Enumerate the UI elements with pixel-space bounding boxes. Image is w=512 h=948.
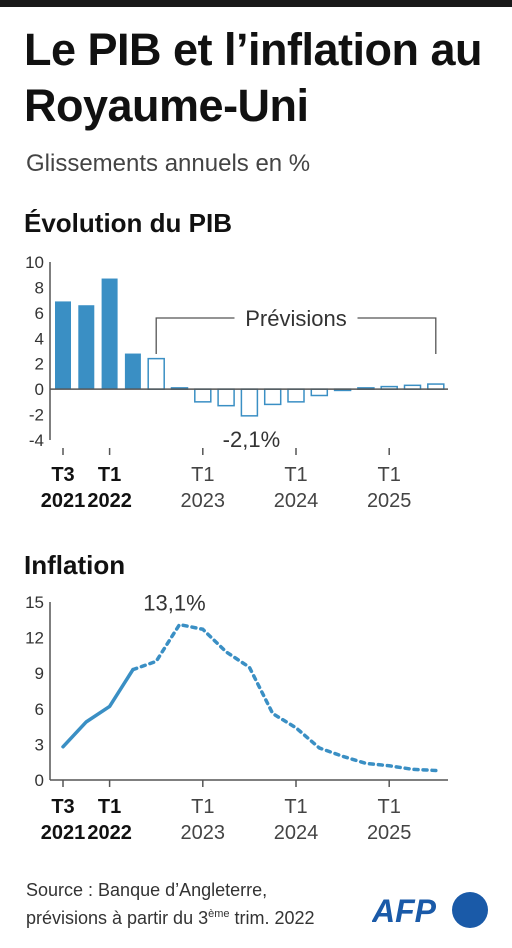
x-tick-label: T1 [98,464,121,486]
y-tick-label: 0 [35,380,44,399]
x-tick-label: T1 [191,464,214,486]
y-tick-label: 0 [35,771,44,790]
gdp-bar [310,388,329,397]
source-superscript: ème [208,908,230,920]
y-tick-label: 8 [35,278,44,297]
gdp-bar [240,388,259,417]
y-tick-label: 2 [35,355,44,374]
top-bar [0,0,512,7]
source-line-2a: prévisions à partir du 3 [26,908,209,928]
gdp-bar [101,278,118,390]
x-tick-label: 2023 [181,490,226,512]
x-tick-label: T1 [98,796,121,818]
peak-value-annotation: 13,1% [143,591,205,616]
source-line-1: Source : Banque d’Angleterre, [26,880,268,900]
inflation-line-actual [61,667,135,749]
y-tick-label: 12 [25,629,44,648]
gdp-bar [55,301,71,390]
page-title: Le PIB et l’inflation au Royaume-Uni [24,24,483,131]
y-tick-label: 6 [35,304,44,323]
afp-logo: AFP [372,892,488,929]
y-tick-label: 6 [35,700,44,719]
forecast-label: Prévisions [245,306,346,331]
x-tick-label: T3 [51,796,74,818]
x-tick-label: 2022 [87,490,132,512]
y-tick-label: 9 [35,664,44,683]
source-line-2b: trim. 2022 [229,908,315,928]
inflation-chart-title: Inflation [24,550,126,580]
afp-logo-text: AFP [372,893,437,929]
x-tick-label: T1 [284,796,307,818]
gdp-bar [147,357,165,390]
x-tick-label: T1 [378,796,401,818]
gdp-bar [263,388,282,406]
inflation-line-chart: 15 12 9 6 3 0 13,1% T3 2021 T1 2022 T1 2023 T1 2024 T1 2… [25,591,448,844]
x-tick-label: T1 [191,796,214,818]
x-tick-label: T1 [378,464,401,486]
x-tick-label: 2022 [87,822,132,844]
forecast-bracket-right [357,317,437,354]
afp-logo-circle [452,892,488,928]
x-tick-label: T3 [51,464,74,486]
y-tick-label: 4 [35,329,44,348]
gdp-chart-title: Évolution du PIB [24,208,232,238]
x-tick-label: 2023 [181,822,226,844]
gdp-bar [287,388,305,403]
x-tick-label: 2024 [274,822,319,844]
x-tick-label: 2025 [367,490,412,512]
gdp-bar [427,383,445,390]
gdp-bar-chart: 10 8 6 4 2 0 -2 -4 Prévisions -2,1% T3 2021 T1 2022 T1… [25,253,448,512]
gdp-bar [124,353,141,390]
y-tick-label: 10 [25,253,44,272]
source-note: Source : Banque d’Angleterre, prévisions… [26,878,376,930]
forecast-bracket-left [155,317,235,354]
inflation-line-forecast [131,622,438,773]
page-subtitle: Glissements annuels en % [26,150,311,177]
gdp-bar [194,388,212,403]
x-tick-label: T1 [284,464,307,486]
min-value-annotation: -2,1% [223,427,280,452]
gdp-bar [217,388,235,407]
x-tick-label: 2024 [274,490,319,512]
x-tick-label: 2025 [367,822,412,844]
y-tick-label: -2 [29,406,44,425]
y-tick-label: 3 [35,735,44,754]
gdp-bar [78,305,95,390]
y-tick-label: 15 [25,593,44,612]
y-tick-label: -4 [29,431,44,450]
x-tick-label: 2021 [41,822,86,844]
source-line-2: prévisions à partir du 3ème trim. 2022 [26,902,376,930]
x-tick-label: 2021 [41,490,86,512]
